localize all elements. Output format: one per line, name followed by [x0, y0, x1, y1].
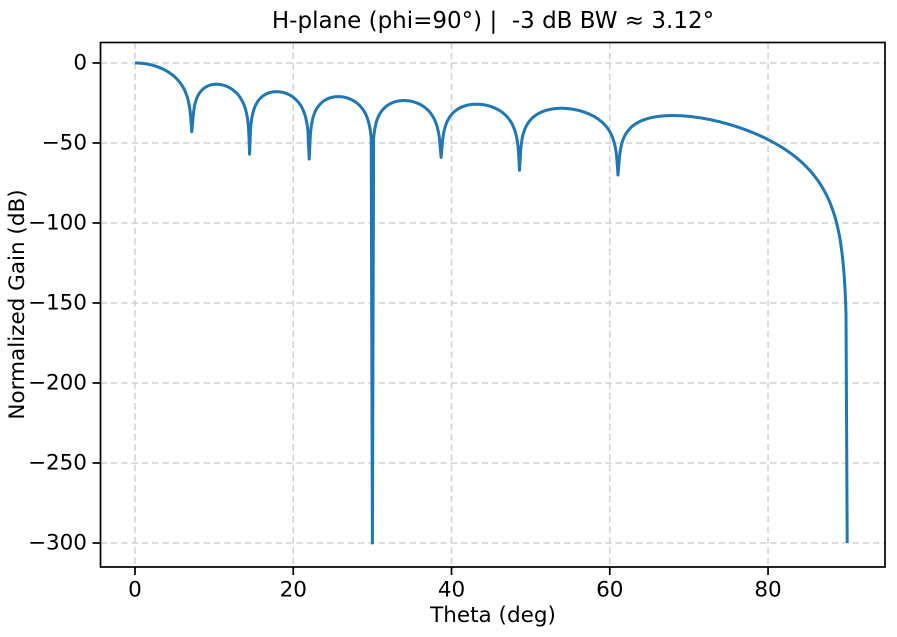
x-tick-labels: 0 20 40 60 80: [128, 578, 782, 603]
gridlines: [100, 42, 885, 567]
pattern-curve: [133, 61, 849, 545]
y-tick-label: −300: [28, 530, 87, 555]
x-tick-label: 20: [280, 578, 307, 603]
x-tick-label: 40: [438, 578, 465, 603]
x-axis-label: Theta (deg): [429, 603, 556, 628]
y-tick-labels: 0 −50 −100 −150 −200 −250 −300: [28, 50, 87, 555]
y-tick-label: −150: [28, 290, 87, 315]
chart-title: H-plane (phi=90°) | -3 dB BW ≈ 3.12°: [272, 8, 714, 34]
y-tick-label: −50: [42, 130, 87, 155]
y-tick-label: −250: [28, 450, 87, 475]
y-axis-label: Normalized Gain (dB): [5, 189, 30, 419]
y-tick-label: −200: [28, 370, 87, 395]
axes-frame: [99, 41, 886, 568]
x-tick-label: 60: [596, 578, 623, 603]
x-tick-label: 0: [128, 578, 142, 603]
y-tick-label: 0: [73, 50, 87, 75]
y-tick-label: −100: [28, 210, 87, 235]
x-tick-label: 80: [754, 578, 781, 603]
axis-ticks: [92, 62, 769, 575]
